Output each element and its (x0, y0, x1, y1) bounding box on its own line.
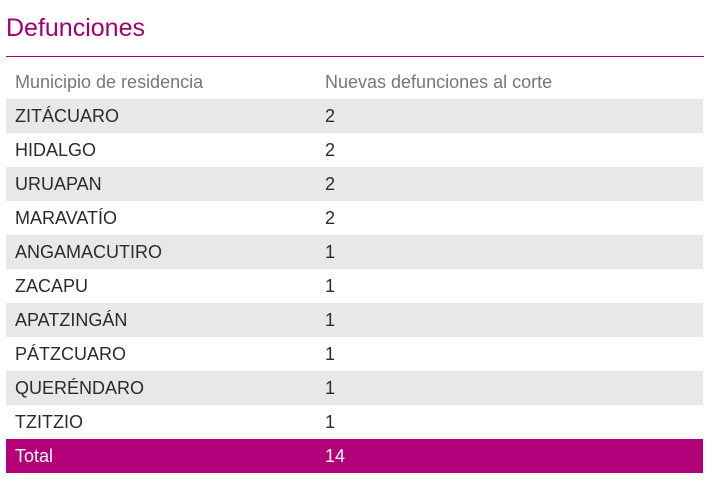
table-row: HIDALGO 2 (6, 133, 703, 167)
column-header-municipio: Municipio de residencia (15, 71, 204, 92)
title-divider (6, 56, 704, 57)
municipio-cell: ANGAMACUTIRO (15, 241, 163, 262)
defunciones-cell: 1 (325, 309, 336, 330)
municipio-cell: QUERÉNDARO (15, 377, 145, 398)
defunciones-cell: 2 (325, 105, 336, 126)
defunciones-cell: 1 (325, 275, 336, 296)
defunciones-cell: 1 (325, 343, 336, 364)
municipio-cell: APATZINGÁN (15, 309, 128, 330)
table-row: APATZINGÁN 1 (6, 303, 703, 337)
table-row: QUERÉNDARO 1 (6, 371, 703, 405)
table-row: ZITÁCUARO 2 (6, 99, 703, 133)
page-title: Defunciones (6, 14, 145, 42)
municipio-cell: ZACAPU (15, 275, 89, 296)
table-row: ZACAPU 1 (6, 269, 703, 303)
defunciones-cell: 2 (325, 139, 336, 160)
table-header-row: Municipio de residencia Nuevas defuncion… (6, 65, 703, 99)
defunciones-cell: 1 (325, 377, 336, 398)
defunciones-cell: 2 (325, 173, 336, 194)
municipio-cell: TZITZIO (15, 411, 83, 432)
table-row: TZITZIO 1 (6, 405, 703, 439)
defunciones-cell: 1 (325, 411, 336, 432)
total-label: Total (15, 445, 54, 466)
municipio-cell: MARAVATÍO (15, 207, 118, 228)
municipio-cell: PÁTZCUARO (15, 343, 127, 364)
defunciones-cell: 2 (325, 207, 336, 228)
municipio-cell: URUAPAN (15, 173, 102, 194)
deaths-table: Municipio de residencia Nuevas defuncion… (6, 65, 703, 473)
defunciones-cell: 1 (325, 241, 336, 262)
table-total-row: Total 14 (6, 439, 703, 473)
column-header-defunciones: Nuevas defunciones al corte (325, 71, 553, 92)
municipio-cell: HIDALGO (15, 139, 97, 160)
table-row: ANGAMACUTIRO 1 (6, 235, 703, 269)
table-row: MARAVATÍO 2 (6, 201, 703, 235)
municipio-cell: ZITÁCUARO (15, 105, 120, 126)
table-row: PÁTZCUARO 1 (6, 337, 703, 371)
table-row: URUAPAN 2 (6, 167, 703, 201)
total-value: 14 (325, 445, 346, 466)
